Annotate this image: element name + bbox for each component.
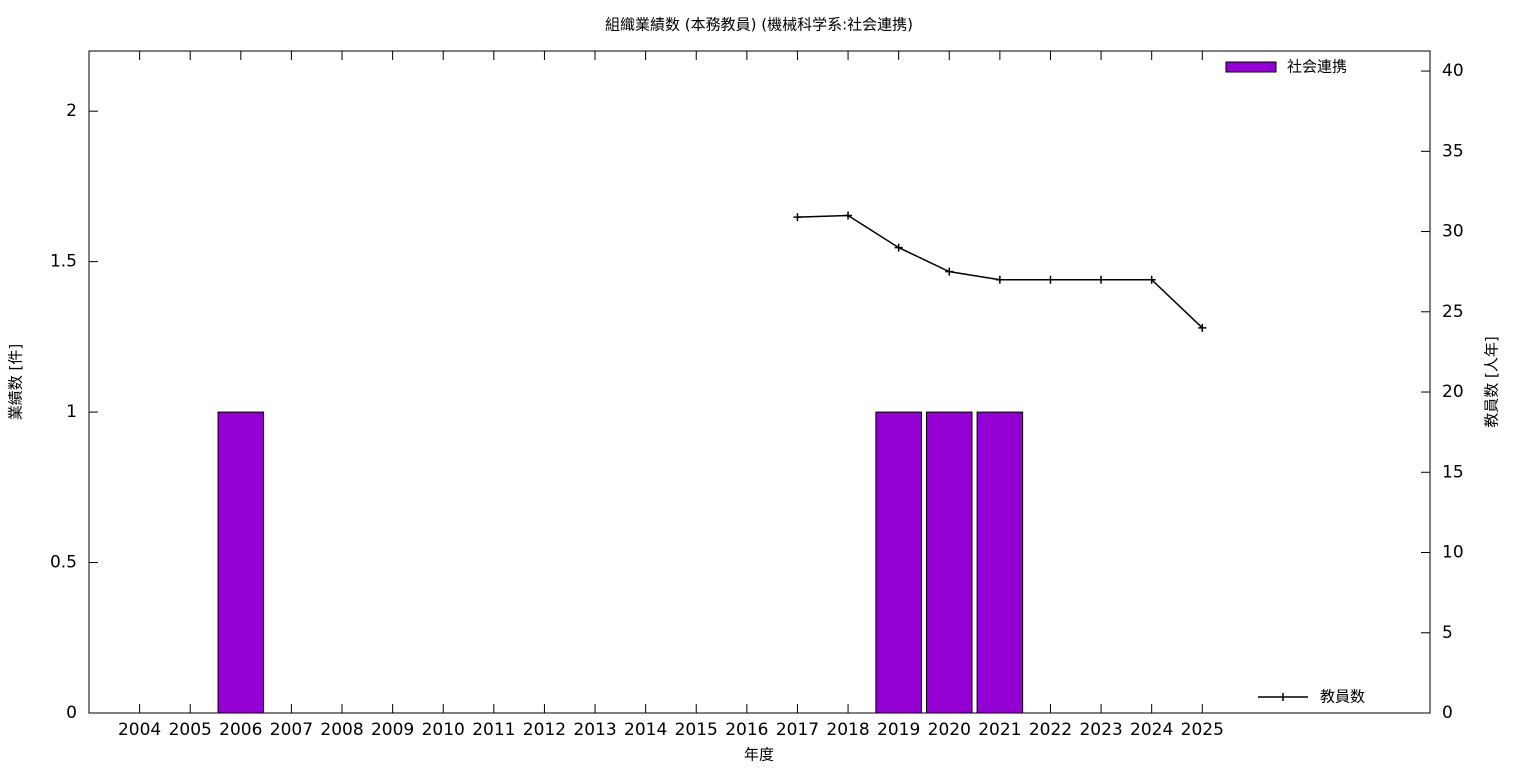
x-tick-label: 2022 <box>1029 720 1072 740</box>
legend-swatch <box>1225 61 1277 73</box>
bar <box>217 411 265 714</box>
point-marker <box>793 213 802 222</box>
y2-tick-label: 5 <box>1442 623 1453 643</box>
x-tick-label: 2010 <box>422 720 465 740</box>
y2-tick-label: 35 <box>1442 141 1464 161</box>
x-tick-label: 2021 <box>978 720 1021 740</box>
y2-tick-label: 40 <box>1442 61 1464 81</box>
x-axis-label: 年度 <box>744 746 774 764</box>
point-marker <box>1046 275 1055 284</box>
x-tick-label: 2018 <box>826 720 869 740</box>
bar <box>875 411 922 714</box>
x-tick-label: 2011 <box>472 720 515 740</box>
plot-frame <box>88 50 1431 714</box>
x-tick-label: 2006 <box>219 720 262 740</box>
x-tick-label: 2004 <box>118 720 161 740</box>
point-marker <box>945 267 954 276</box>
bar <box>925 411 973 714</box>
y-axis-label: 業績数 [件] <box>7 344 25 420</box>
y-tick-label: 0 <box>66 703 77 723</box>
x-tick-label: 2012 <box>523 720 566 740</box>
x-tick-label: 2024 <box>1130 720 1173 740</box>
x-tick-label: 2023 <box>1079 720 1122 740</box>
point-marker <box>995 275 1004 284</box>
y-tick-label: 2 <box>66 101 77 121</box>
y-tick-label: 1 <box>66 402 77 422</box>
x-tick-label: 2007 <box>270 720 313 740</box>
legend-label: 社会連携 <box>1287 58 1347 76</box>
x-tick-label: 2009 <box>371 720 414 740</box>
y2-tick-label: 0 <box>1442 703 1453 723</box>
y2-tick-label: 20 <box>1442 382 1464 402</box>
y2-tick-label: 25 <box>1442 302 1464 322</box>
line <box>797 214 1203 329</box>
y2-axis-label: 教員数 [人年] <box>1483 336 1501 427</box>
x-tick-label: 2015 <box>675 720 718 740</box>
y-tick-label: 1.5 <box>50 252 77 272</box>
point-marker <box>894 243 903 252</box>
point-marker <box>1097 275 1106 284</box>
chart-title: 組織業績数 (本務教員) (機械科学系:社会連携) <box>605 16 913 34</box>
x-tick-label: 2013 <box>573 720 616 740</box>
y2-tick-label: 30 <box>1442 222 1464 242</box>
legend-label: 教員数 <box>1320 688 1365 706</box>
x-tick-label: 2014 <box>624 720 667 740</box>
x-tick-label: 2019 <box>877 720 920 740</box>
point-marker <box>1147 275 1156 284</box>
y2-tick-label: 10 <box>1442 543 1464 563</box>
x-tick-label: 2020 <box>928 720 971 740</box>
x-tick-label: 2008 <box>320 720 363 740</box>
x-tick-label: 2025 <box>1181 720 1224 740</box>
point-marker <box>844 211 853 220</box>
x-tick-label: 2005 <box>169 720 212 740</box>
bar <box>976 411 1024 714</box>
point-marker <box>1198 323 1207 332</box>
x-tick-label: 2017 <box>776 720 819 740</box>
y2-tick-label: 15 <box>1442 462 1464 482</box>
legend-swatch <box>1258 693 1308 701</box>
x-tick-label: 2016 <box>725 720 768 740</box>
y-tick-label: 0.5 <box>50 553 77 573</box>
